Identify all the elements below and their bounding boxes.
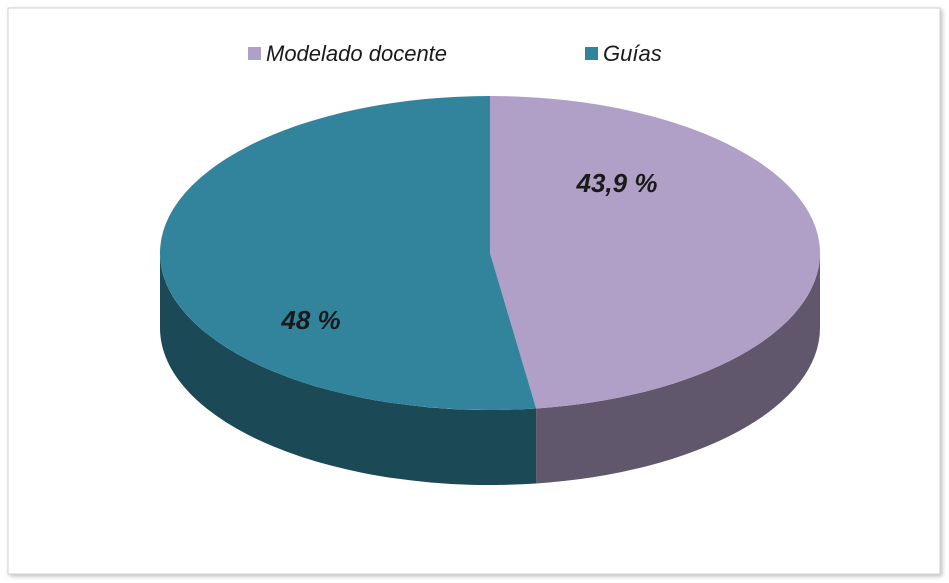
- legend-swatch: [585, 47, 598, 60]
- slice: [160, 96, 537, 410]
- slice-side: [536, 253, 820, 484]
- legend-swatch: [248, 47, 261, 60]
- slice: [490, 96, 821, 409]
- data-label: 43,9 %: [576, 168, 658, 198]
- legend-label: Modelado docente: [266, 41, 447, 66]
- slice-side: [160, 253, 537, 486]
- legend-label: Guías: [603, 41, 662, 66]
- data-label: 48 %: [280, 305, 340, 335]
